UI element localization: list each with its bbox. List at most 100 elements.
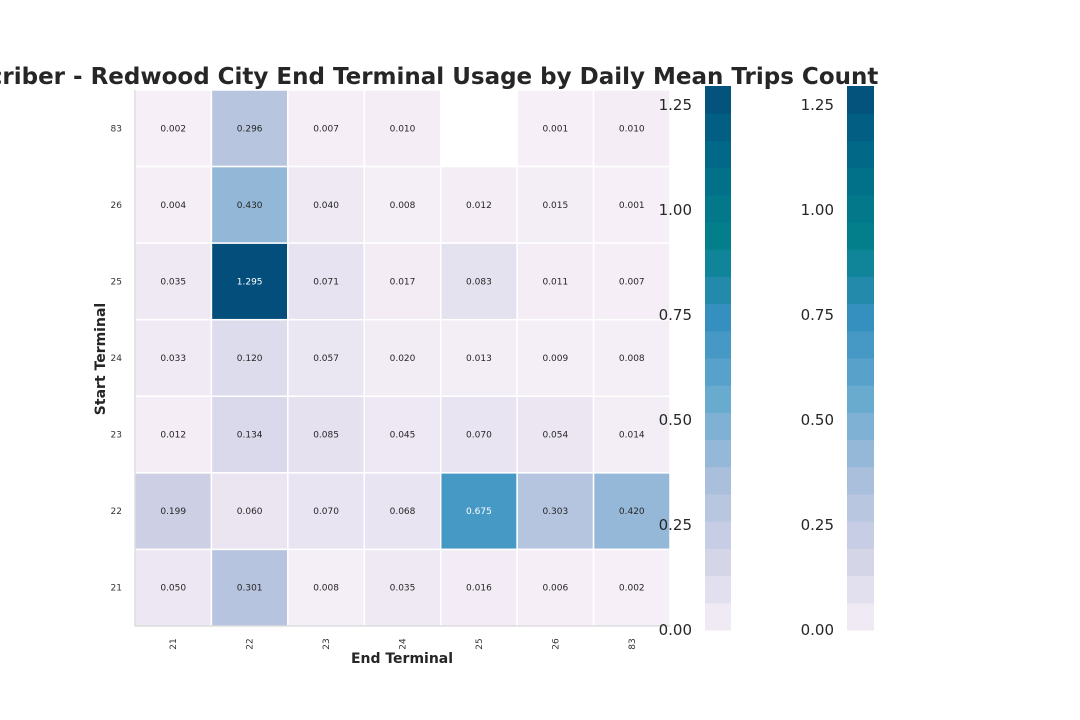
heatmap-cell-labels: 0.002 0.296 0.007 0.010 0.001 0.010 0.004 0.430… <box>160 124 645 593</box>
heatmap-cell <box>439 472 518 551</box>
colorbar-segment <box>705 358 731 386</box>
cell-value-label: 0.020 <box>390 354 416 364</box>
heatmap-cell <box>134 242 213 321</box>
heatmap-cell <box>287 318 366 398</box>
colorbar-segment <box>705 140 731 169</box>
colorbar-segment <box>847 385 874 413</box>
x-tick-labels: 21 22 23 24 25 26 83 <box>169 638 638 650</box>
cell-value-label: 0.120 <box>237 354 263 364</box>
cell-value-label: 0.199 <box>160 507 186 517</box>
colorbar-tick-label: 0.25 <box>659 516 692 534</box>
cell-value-label: 0.420 <box>619 507 645 517</box>
cell-value-label: 0.010 <box>619 124 645 134</box>
colorbar-segment <box>847 303 874 332</box>
colorbar-segment <box>847 167 874 196</box>
colorbar-segment <box>847 113 874 141</box>
colorbar-segment <box>847 194 874 223</box>
x-tick-label: 83 <box>628 638 638 649</box>
colorbar-segment <box>847 466 874 495</box>
cell-value-label: 0.050 <box>160 584 186 594</box>
cell-value-label: 0.001 <box>542 124 568 134</box>
heatmap-cell <box>210 89 289 168</box>
heatmap-cell <box>210 548 289 627</box>
heatmap-cell <box>210 472 289 551</box>
heatmap-cell <box>363 395 442 474</box>
colorbar-segment <box>847 276 874 305</box>
colorbar-tick-label: 1.00 <box>801 201 834 219</box>
cell-value-label: 0.004 <box>160 201 186 211</box>
y-tick-label: 26 <box>111 201 123 211</box>
y-tick-label: 21 <box>111 584 122 594</box>
heatmap-cell <box>592 318 671 398</box>
cell-value-label: 0.007 <box>619 277 645 287</box>
y-tick-label: 23 <box>111 431 122 441</box>
colorbar-2: 0.00 0.25 0.50 0.75 1.00 1.25 <box>801 86 874 639</box>
colorbar-segment <box>847 330 874 359</box>
cell-value-label: 0.057 <box>313 354 339 364</box>
y-tick-labels: 83 26 25 24 23 22 21 <box>111 124 123 593</box>
cell-value-label: 0.002 <box>619 584 645 594</box>
heatmap-cell <box>210 318 289 398</box>
cell-value-label: 0.009 <box>542 354 568 364</box>
colorbar-segment <box>847 86 874 114</box>
colorbar-tick-label: 0.75 <box>659 306 692 324</box>
heatmap-cell <box>592 548 671 627</box>
colorbar-tick-label: 0.25 <box>801 516 834 534</box>
heatmap-cell <box>516 165 595 244</box>
cell-value-label: 0.035 <box>160 277 186 287</box>
colorbar-tick-label: 0.50 <box>801 411 834 429</box>
colorbar-segment <box>705 113 731 141</box>
chart-title: Subscriber - Redwood City End Terminal U… <box>0 64 878 90</box>
heatmap-cell <box>363 89 442 168</box>
heatmap-cell <box>287 472 366 551</box>
colorbar-segment <box>847 358 874 386</box>
colorbar-tick-label: 1.00 <box>659 201 692 219</box>
colorbar-segment <box>847 521 874 549</box>
heatmap-cell <box>439 548 518 627</box>
x-tick-label: 26 <box>551 638 561 650</box>
colorbar-tick-label: 0.00 <box>659 621 692 639</box>
colorbar-segment <box>705 494 731 522</box>
heatmap-cells <box>134 89 671 627</box>
heatmap-cell <box>134 395 213 474</box>
y-axis-label: Start Terminal <box>93 303 109 415</box>
colorbar-segment <box>705 194 731 223</box>
colorbar-segment <box>847 412 874 441</box>
y-tick-label: 24 <box>111 354 123 364</box>
cell-value-label: 0.008 <box>619 354 645 364</box>
x-tick-label: 24 <box>399 638 409 650</box>
x-tick-label: 23 <box>322 638 332 649</box>
colorbar-segment <box>705 412 731 441</box>
colorbar-segment <box>847 249 874 277</box>
y-tick-label: 25 <box>111 277 122 287</box>
heatmap-cell <box>134 548 213 627</box>
cell-value-label: 0.033 <box>160 354 186 364</box>
x-tick-label: 25 <box>475 638 485 649</box>
cell-value-label: 0.060 <box>237 507 263 517</box>
heatmap-cell <box>592 242 671 321</box>
colorbar-segment <box>705 548 731 577</box>
cell-value-label: 0.045 <box>390 431 416 441</box>
cell-value-label: 0.007 <box>313 124 339 134</box>
cell-value-label: 0.083 <box>466 277 492 287</box>
colorbar-segment <box>705 249 731 277</box>
colorbar-segment <box>847 222 874 250</box>
colorbar-segment <box>847 548 874 577</box>
heatmap-cell <box>516 242 595 321</box>
colorbar-segment <box>705 385 731 413</box>
cell-value-label: 0.002 <box>160 124 186 134</box>
colorbar-segment <box>705 86 731 114</box>
cell-value-label: 0.016 <box>466 584 492 594</box>
colorbar-segment <box>847 439 874 468</box>
cell-value-label: 0.068 <box>390 507 416 517</box>
cell-value-label: 0.013 <box>466 354 492 364</box>
cell-value-label: 0.070 <box>466 431 492 441</box>
cell-value-label: 0.012 <box>466 201 492 211</box>
colorbar-segment <box>847 494 874 522</box>
heatmap-cell <box>134 318 213 398</box>
cell-value-label: 0.054 <box>542 431 568 441</box>
colorbar-segment <box>705 602 731 631</box>
y-tick-label: 22 <box>111 507 122 517</box>
colorbar-tick-label: 0.00 <box>801 621 834 639</box>
